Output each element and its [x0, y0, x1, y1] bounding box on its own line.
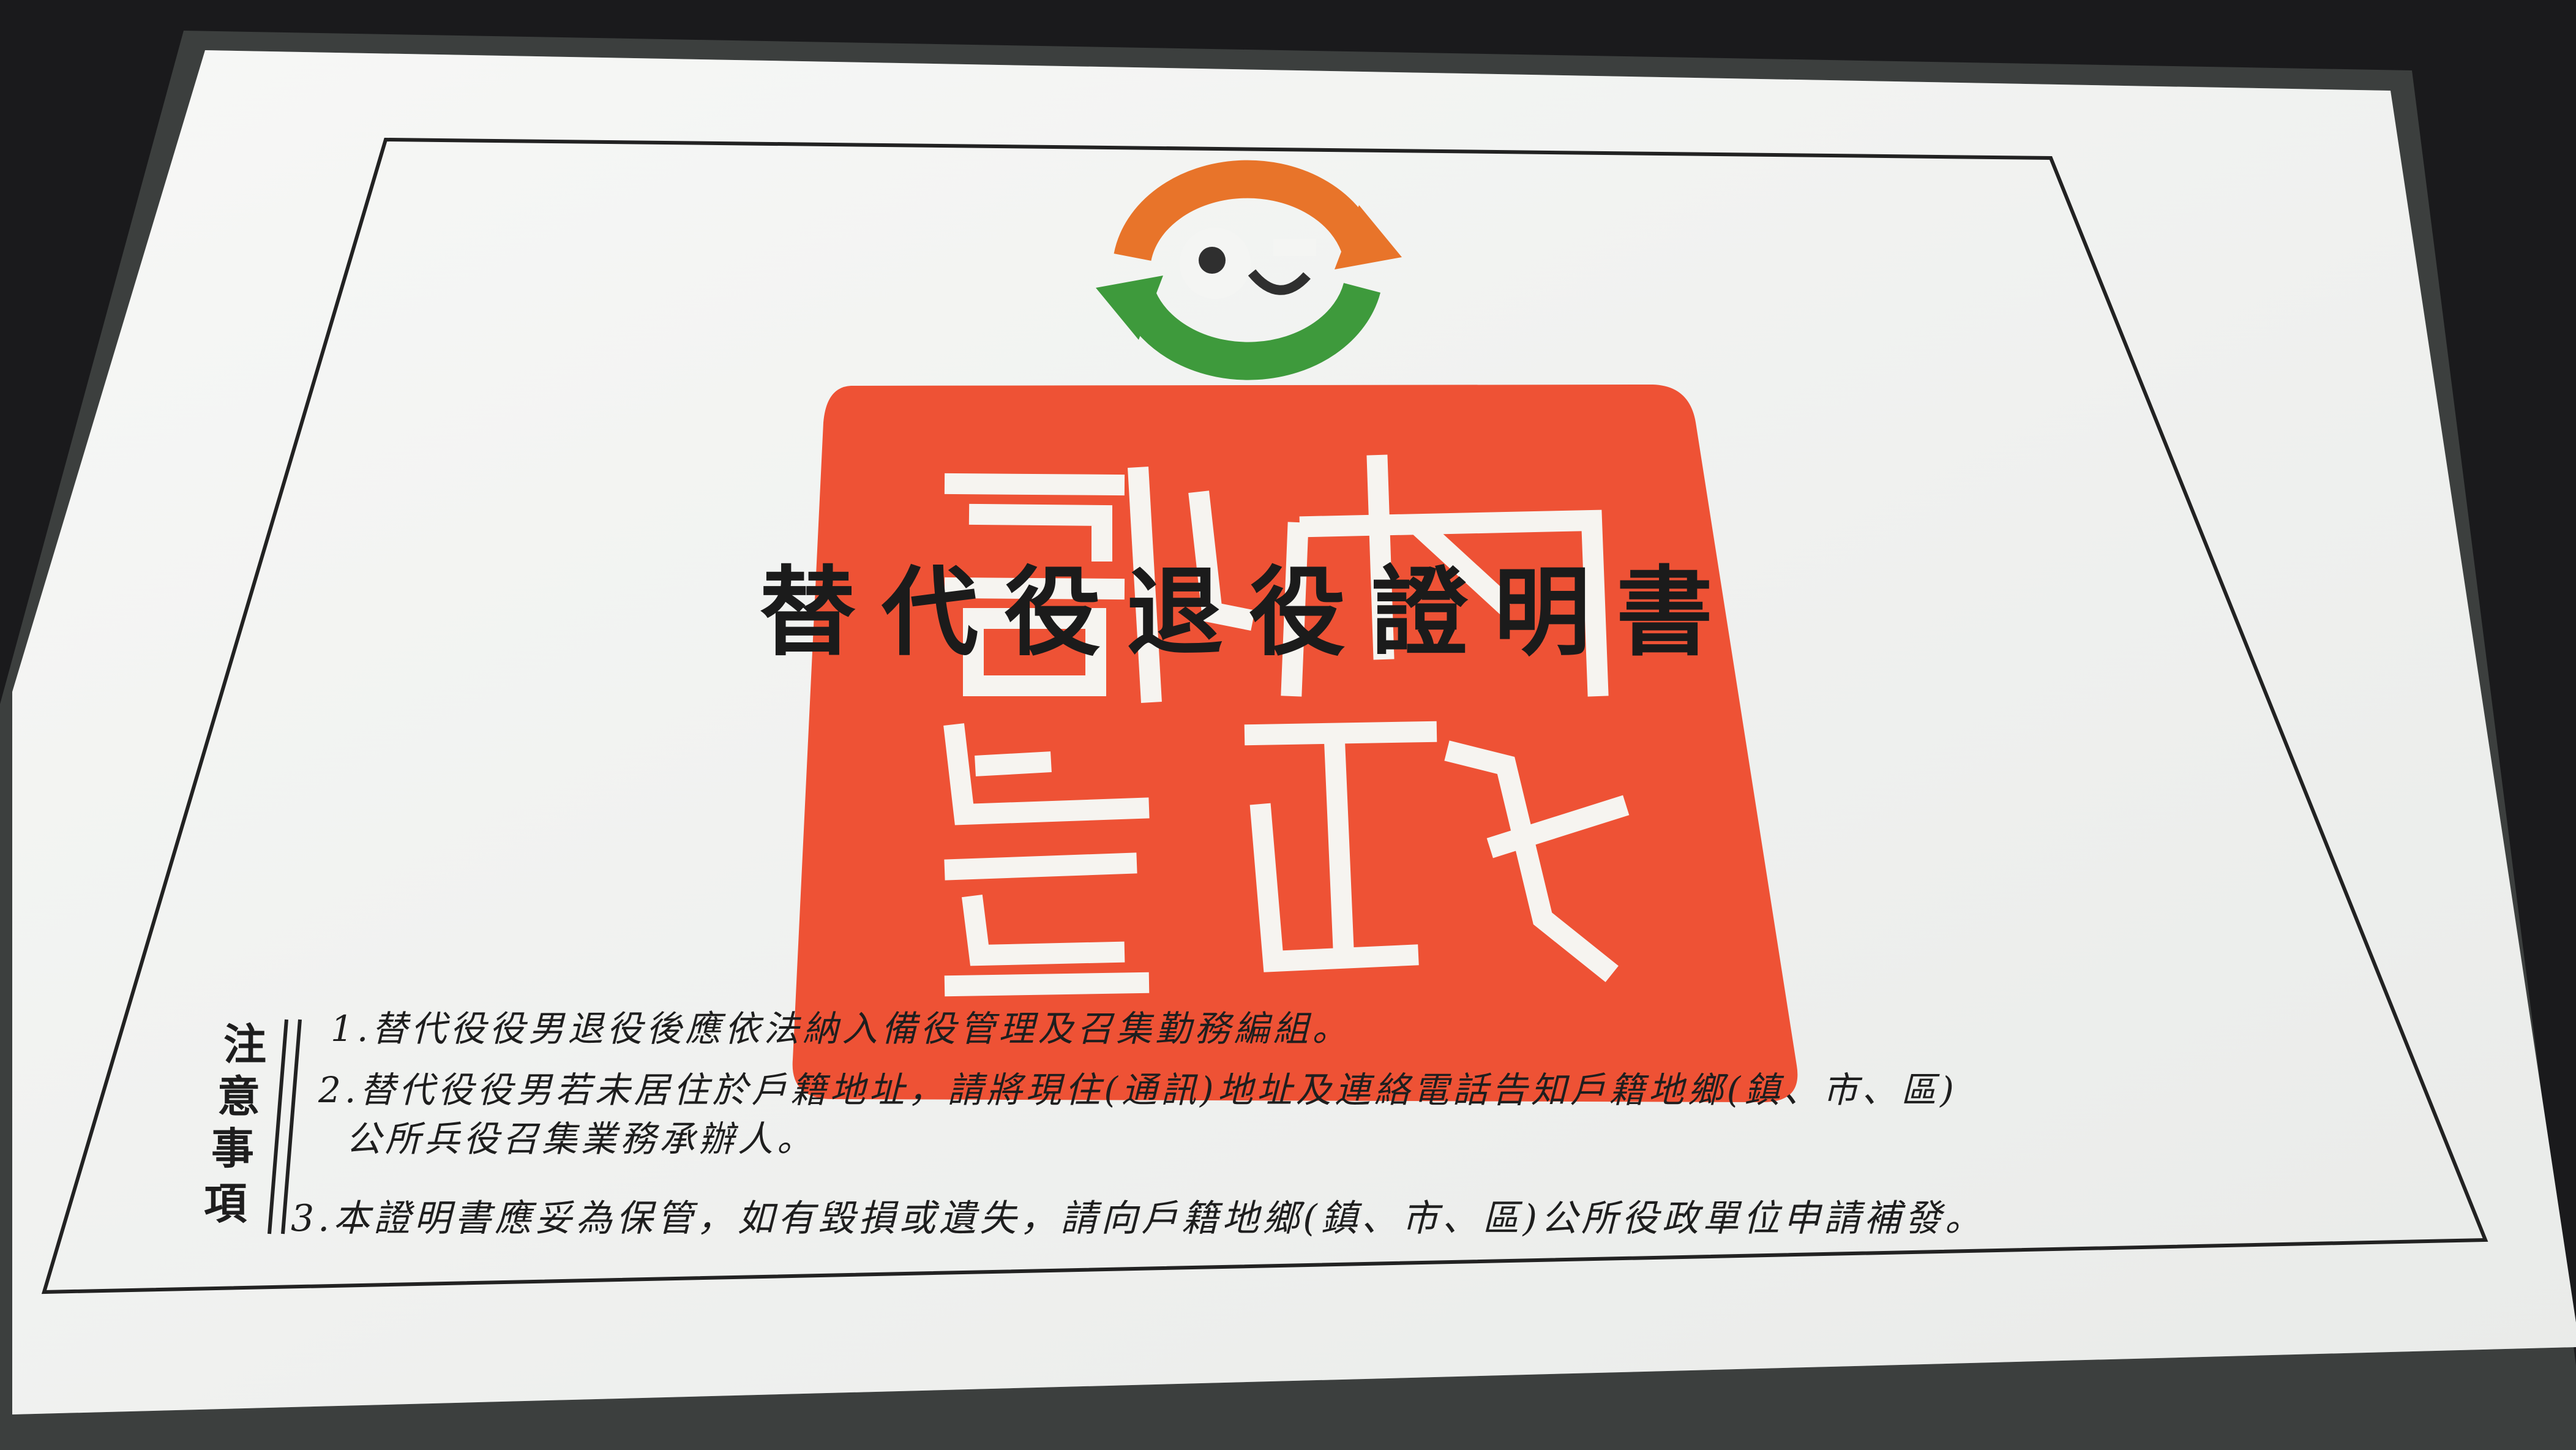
- notes-label-char: 事: [211, 1123, 254, 1174]
- notes-label-char: 項: [204, 1178, 247, 1229]
- note-line-4: 3.本證明書應妥為保管，如有毀損或遺失，請向戶籍地鄉(鎮、市、區)公所役政單位申…: [291, 1197, 1985, 1240]
- notes-label-char: 意: [217, 1071, 260, 1122]
- note-line-1: 1.替代役役男退役後應依法納入備役管理及召集勤務編組。: [331, 1008, 1351, 1050]
- certificate-title: 替代役退役證明書: [759, 556, 1739, 669]
- certificate-border: [41, 137, 2488, 1294]
- notes-divider: [268, 1019, 288, 1234]
- note-line-3: 公所兵役召集業務承辦人。: [346, 1118, 816, 1160]
- note-line-2: 2.替代役役男若未居住於戶籍地址，請將現住(通訊)地址及連絡電話告知戶籍地鄉(鎮…: [318, 1069, 1958, 1111]
- notes-label-char: 注: [223, 1019, 266, 1070]
- notes-label: 注 意 事 項: [204, 1019, 266, 1229]
- seal-stamp: [792, 385, 1798, 1102]
- alternative-service-logo-icon: [1096, 160, 1402, 380]
- notes-divider: [281, 1019, 302, 1234]
- seal-script-glyphs: [943, 454, 1630, 997]
